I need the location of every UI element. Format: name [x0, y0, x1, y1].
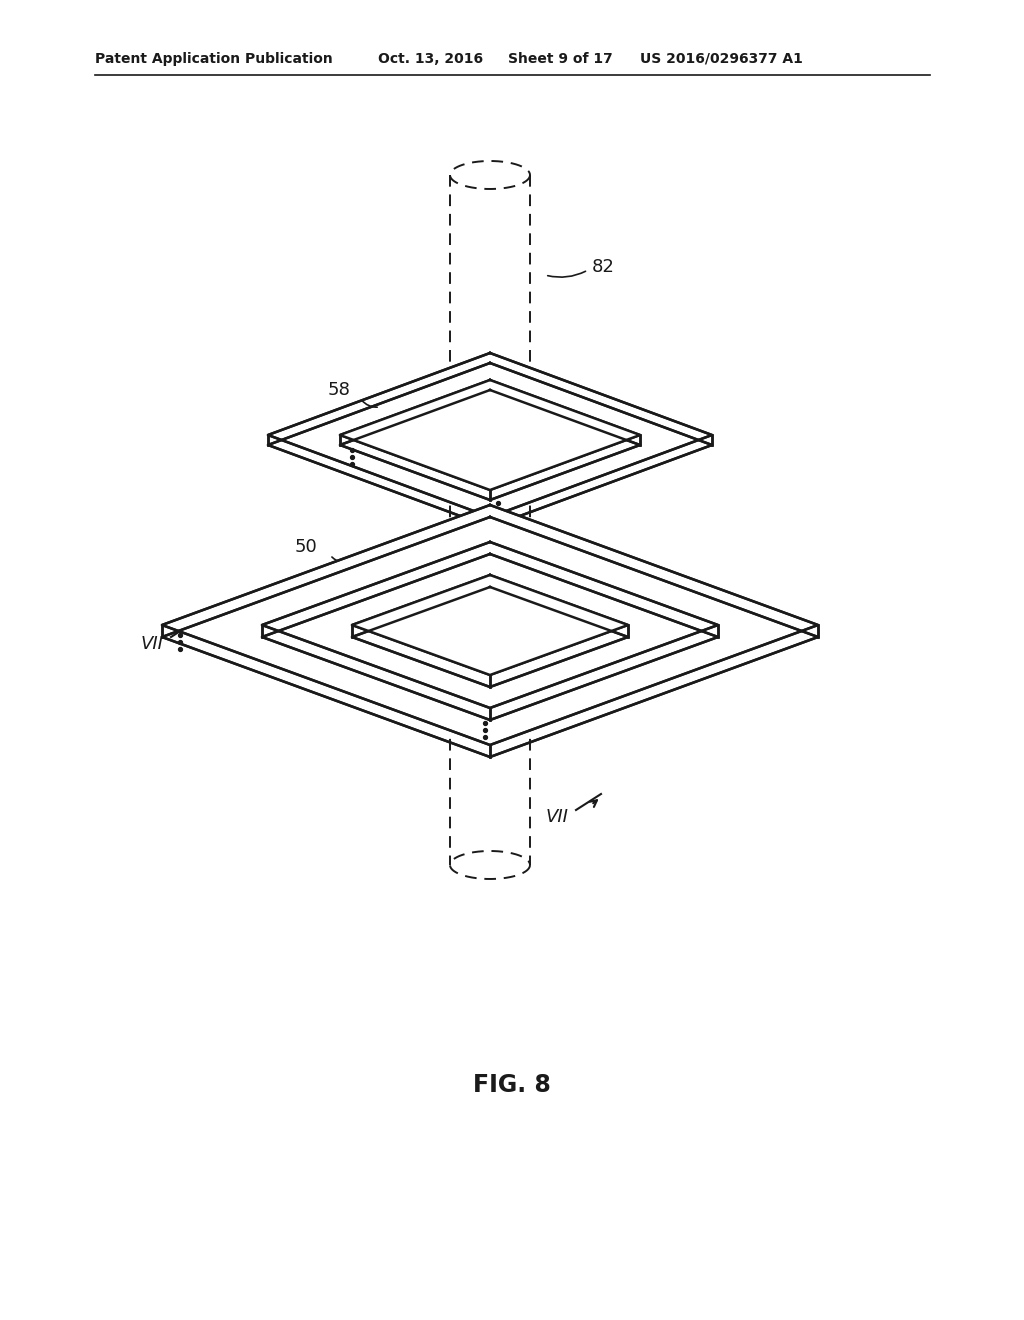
- Text: Sheet 9 of 17: Sheet 9 of 17: [508, 51, 612, 66]
- Text: FIG. 8: FIG. 8: [473, 1073, 551, 1097]
- Text: Patent Application Publication: Patent Application Publication: [95, 51, 333, 66]
- Text: 58: 58: [328, 381, 351, 399]
- Text: 50: 50: [295, 539, 317, 556]
- Polygon shape: [340, 380, 640, 490]
- Polygon shape: [352, 576, 628, 675]
- Polygon shape: [162, 506, 818, 744]
- Polygon shape: [352, 576, 628, 675]
- Polygon shape: [262, 543, 718, 708]
- Text: Oct. 13, 2016: Oct. 13, 2016: [378, 51, 483, 66]
- Text: US 2016/0296377 A1: US 2016/0296377 A1: [640, 51, 803, 66]
- Text: VII: VII: [545, 808, 568, 826]
- Text: VII: VII: [140, 635, 163, 653]
- Text: 82: 82: [592, 257, 614, 276]
- Polygon shape: [268, 352, 712, 517]
